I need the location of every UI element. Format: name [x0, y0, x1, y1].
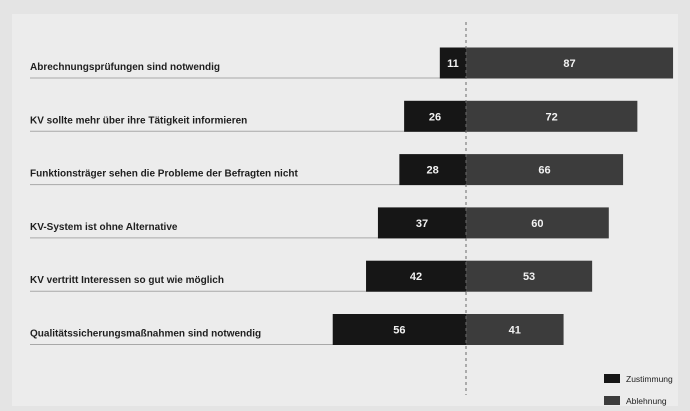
data-label-ablehnung: 87: [563, 58, 575, 70]
data-label-ablehnung: 41: [509, 325, 521, 337]
data-label-zustimmung: 56: [393, 325, 405, 337]
legend-label-ablehnung: Ablehnung: [626, 396, 667, 406]
bar-ablehnung: [466, 154, 624, 186]
bar-zustimmung: [366, 260, 466, 292]
category-label: Qualitätssicherungsmaßnahmen sind notwen…: [30, 329, 261, 340]
legend-swatch-zustimmung: [604, 374, 620, 383]
data-label-zustimmung: 28: [427, 165, 439, 177]
bar-ablehnung: [466, 314, 564, 345]
category-label: KV vertritt Interessen so gut wie möglic…: [30, 275, 224, 286]
legend-swatch-ablehnung: [604, 396, 620, 405]
bar-zustimmung: [404, 100, 466, 132]
category-label: Funktionsträger sehen die Probleme der B…: [30, 169, 299, 180]
category-label: KV-System ist ohne Alternative: [30, 222, 178, 233]
data-label-zustimmung: 37: [416, 218, 428, 230]
data-label-zustimmung: 42: [410, 271, 422, 283]
bar-zustimmung: [399, 154, 466, 186]
data-label-ablehnung: 66: [538, 165, 550, 177]
bar-ablehnung: [466, 47, 674, 79]
bar-ablehnung: [466, 207, 609, 239]
bar-zustimmung: [377, 207, 466, 239]
data-label-ablehnung: 72: [546, 111, 558, 123]
bar-ablehnung: [466, 100, 638, 132]
category-label: KV sollte mehr über ihre Tätigkeit infor…: [30, 115, 247, 126]
data-label-ablehnung: 60: [531, 218, 543, 230]
data-label-zustimmung: 11: [447, 58, 459, 70]
legend-label-zustimmung: Zustimmung: [626, 374, 673, 384]
bar-ablehnung: [466, 260, 593, 292]
bar-zustimmung: [439, 47, 466, 79]
bar-zustimmung: [332, 314, 466, 345]
category-label: Abrechnungsprüfungen sind notwendig: [30, 62, 220, 73]
data-label-ablehnung: 53: [523, 271, 535, 283]
data-label-zustimmung: 26: [429, 111, 441, 123]
